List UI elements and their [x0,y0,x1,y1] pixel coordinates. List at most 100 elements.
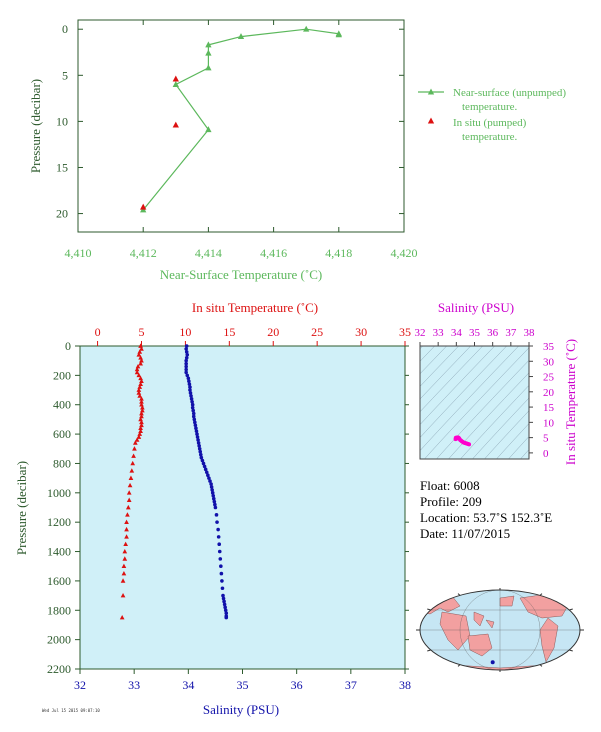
salinity-tick-label: 34 [182,678,194,692]
density-contour [508,436,529,459]
salinity-point [195,435,200,439]
temperature-tick-label: 15 [223,325,235,339]
near-surface-temperature-chart: 4,410 4,412 4,414 4,416 4,418 4,420 0 5 10 15 20 N… [28,19,566,282]
y-tick-label: 20 [56,207,68,221]
salinity-point [184,347,188,351]
temperature-point [122,556,128,561]
salinity-point [189,397,194,401]
profile-chart: 0200400600800100012001400160018002000220… [14,300,411,717]
y-tick-label: 1000 [47,486,71,500]
salinity-point [216,535,221,539]
near-surface-point [237,33,245,40]
y-tick-label: 600 [53,427,71,441]
salinity-point [204,470,209,475]
density-contour [420,346,436,362]
profile-plot-background [80,346,405,669]
y-tick-label: 2000 [47,633,71,647]
temperature-point [125,512,130,517]
temperature-point [139,419,144,425]
temperature-tick-label: 5 [138,325,144,339]
salinity-point [184,358,188,363]
salinity-point [222,599,226,604]
salinity-point [190,405,195,410]
salinity-point [187,379,191,384]
date: Date: 11/07/2015 [420,526,511,541]
salinity-point [193,420,197,425]
salinity-tick-label: 36 [291,678,303,692]
salinity-point [196,441,201,445]
temperature-point [140,408,145,413]
salinity-point [212,499,217,504]
ts-salinity-tick-label: 33 [433,327,445,339]
density-contour [484,410,529,459]
salinity-axis-label: Salinity (PSU) [203,702,279,717]
temperature-point [134,366,140,372]
salinity-tick-label: 35 [237,678,249,692]
salinity-point [224,611,229,616]
temperature-point [134,369,140,375]
salinity-tick-label: 32 [74,678,86,692]
profile-y-axis-label: Pressure (decibar) [14,461,29,555]
salinity-point [184,367,188,372]
salinity-point [215,520,219,524]
salinity-point [198,452,203,457]
ts-density-contours [420,346,529,459]
salinity-point [197,446,202,451]
salinity-point [201,461,206,466]
salinity-point [195,432,199,436]
ts-salinity-tick-label: 34 [451,327,463,339]
near-surface-point [205,49,212,56]
salinity-point [217,549,222,554]
pumped-point [172,121,179,128]
ts-plot-background [420,346,529,459]
x-tick-label: 4,410 [65,246,92,260]
density-contour [420,346,460,387]
y-tick-label: 1600 [47,574,71,588]
temperature-point [126,497,132,502]
y-tick-label: 1400 [47,545,71,559]
salinity-point [222,602,227,607]
density-contour [420,346,472,400]
ts-temperature-tick-label: 20 [543,387,555,399]
ts-salinity-tick-label: 32 [415,327,426,339]
near-surface-point [205,126,212,133]
temperature-point [123,541,129,547]
temperature-point [139,422,144,428]
salinity-point [188,391,193,395]
salinity-point [184,355,189,360]
salinity-point [184,361,188,366]
temperature-point [131,453,136,458]
profile-number: Profile: 209 [420,494,482,509]
near-surface-point [205,41,212,48]
temperature-point [137,393,143,398]
ts-temperature-tick-label: 25 [543,372,555,384]
float-id: Float: 6008 [420,478,480,493]
y-tick-label: 1200 [47,515,71,529]
salinity-point [192,417,197,422]
salinity-point [221,596,226,601]
density-contour [472,397,529,459]
temperature-point [126,490,132,495]
ts-temperature-tick-label: 35 [543,341,555,353]
temperature-tick-label: 10 [179,325,191,339]
temperature-point [134,437,140,442]
density-contour [424,347,529,459]
map-tick [539,593,543,596]
salinity-point [187,382,192,386]
map-tick [427,649,431,652]
y-tick-label: 10 [56,114,68,128]
salinity-point [197,444,201,448]
temperature-tick-label: 30 [355,325,367,339]
temperature-point [120,592,126,598]
x-tick-label: 4,418 [325,246,352,260]
temperature-point [136,372,142,378]
salinity-tick-label: 38 [399,678,411,692]
map-tick [457,593,461,596]
salinity-point [207,476,211,480]
temperature-point [138,361,143,366]
near-surface-legend: Near-surface (unpumped) temperature. In si… [418,87,566,143]
temperature-point [137,431,143,436]
salinity-point [191,411,196,416]
temperature-point [139,378,144,384]
